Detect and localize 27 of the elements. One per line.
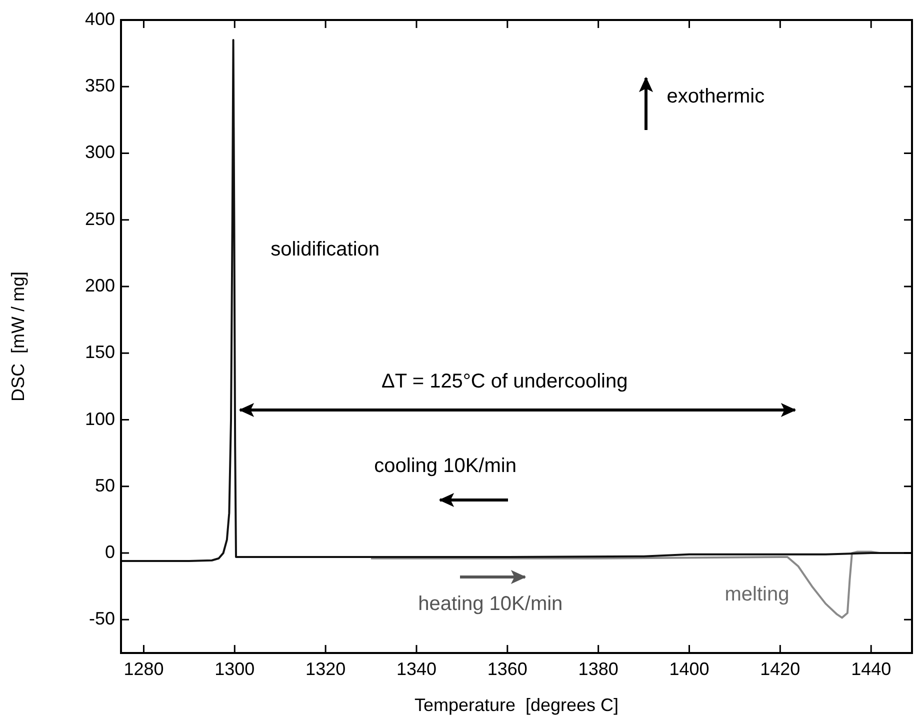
y-tick-label: 100 xyxy=(84,408,115,429)
y-tick-label: 50 xyxy=(94,475,115,496)
y-tick-label: 300 xyxy=(84,142,115,162)
y-tick-label: 400 xyxy=(84,8,115,29)
x-tick-label: 1440 xyxy=(851,658,892,679)
annotation: ΔT = 125°C of undercooling xyxy=(382,370,628,393)
annotation: exothermic xyxy=(666,86,765,108)
x-tick-label: 1400 xyxy=(669,658,710,679)
y-axis-title: DSC [mW / mg] xyxy=(8,272,28,402)
x-axis-title: Temperature [degrees C] xyxy=(414,695,619,716)
y-tick-label: 200 xyxy=(84,275,115,296)
y-tick-label: 250 xyxy=(84,208,115,229)
annotation: cooling 10K/min xyxy=(374,454,516,477)
annotation: melting xyxy=(724,583,790,606)
x-tick-label: 1300 xyxy=(214,658,255,679)
x-tick-label: 1360 xyxy=(487,658,528,679)
y-tick-label: -50 xyxy=(88,608,115,629)
y-tick-label: 0 xyxy=(104,542,115,562)
annotation: solidification xyxy=(270,238,380,260)
x-tick-label: 1380 xyxy=(578,658,618,679)
x-tick-label: 1280 xyxy=(124,658,164,679)
x-tick-label: 1320 xyxy=(306,658,346,679)
x-tick-label: 1420 xyxy=(760,658,800,679)
annotation: heating 10K/min xyxy=(418,592,563,615)
y-tick-label: 150 xyxy=(84,342,115,362)
y-tick-label: 350 xyxy=(84,76,115,96)
x-tick-label: 1340 xyxy=(396,658,437,679)
